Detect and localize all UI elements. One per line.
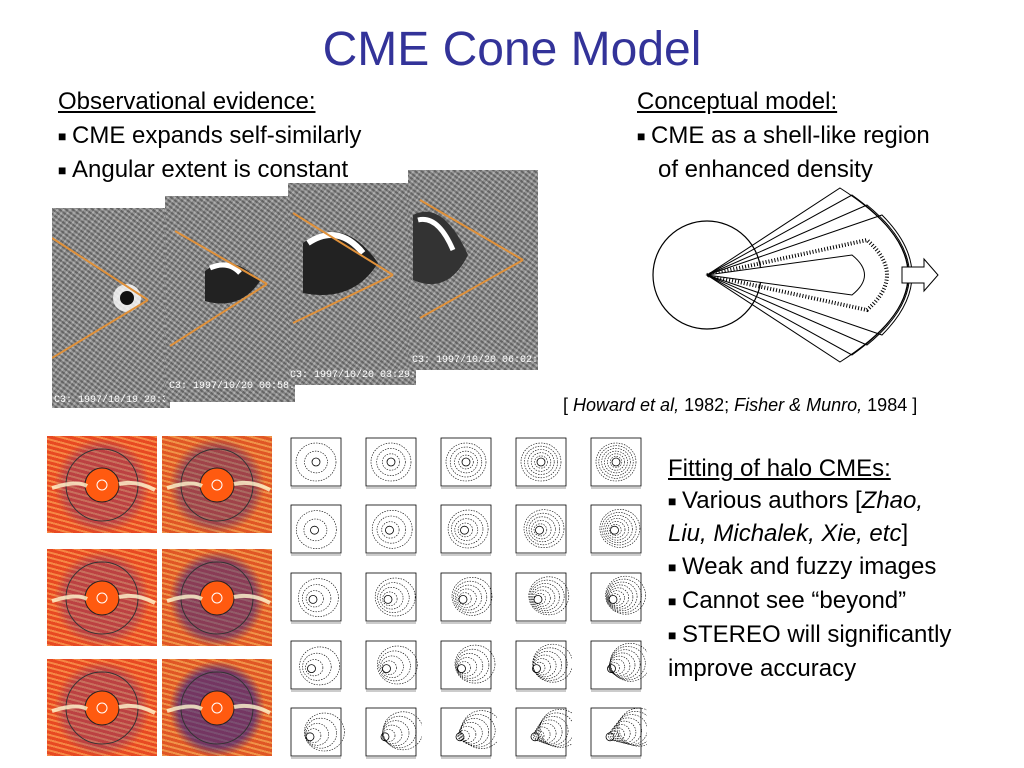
dense-shell: [706, 237, 889, 313]
bullet-text: Weak and fuzzy images: [682, 553, 937, 580]
bullet-text: ]: [901, 520, 909, 547]
cone-overlay: [292, 212, 394, 324]
halo-difference-image: [162, 651, 272, 756]
conceptual-heading: Conceptual model:: [637, 88, 838, 115]
cone-fit-contour-plot: [285, 633, 347, 695]
bullet-square-icon: ■: [668, 559, 677, 575]
cone-fit-contour-plot: [435, 633, 497, 695]
conceptual-bullet: ■ CME as a shell-like region: [637, 119, 930, 153]
halo-difference-image: [47, 541, 157, 646]
citation-author-1: Howard et al,: [573, 395, 680, 415]
cone-fit-contour-plot: [585, 430, 647, 492]
cone-fit-contour-plot: [360, 700, 422, 762]
citation-author-2: Fisher & Munro,: [734, 395, 863, 415]
cone-fit-contour-plot: [435, 430, 497, 492]
cone-fit-contour-plot: [510, 565, 572, 627]
halo-difference-image: [162, 541, 272, 646]
fitting-bullet-4: ■ STEREO will significantly: [668, 618, 951, 652]
bullet-text: Various authors [: [682, 487, 862, 514]
fitting-bullet-2: ■ Weak and fuzzy images: [668, 550, 936, 584]
fitting-bullet-3: ■ Cannot see “beyond”: [668, 584, 906, 618]
citation: [ Howard et al, 1982; Fisher & Munro, 19…: [563, 395, 917, 416]
halo-difference-image: [47, 651, 157, 756]
bullet-text-italic: Zhao,: [861, 487, 924, 514]
bullet-square-icon: ■: [668, 593, 677, 609]
cone-fit-contour-plot: [585, 565, 647, 627]
observational-bullet-2: ■ Angular extent is constant: [58, 153, 348, 187]
bullet-square-icon: ■: [668, 627, 677, 643]
cone-fit-contour-plot: [435, 565, 497, 627]
observational-bullet-1: ■ CME expands self-similarly: [58, 119, 361, 153]
bullet-square-icon: ■: [637, 128, 646, 144]
fitting-bullet-1-continuation: Liu, Michalek, Xie, etc]: [668, 517, 908, 551]
cone-fit-contour-plot: [510, 497, 572, 559]
lasco-frame-1: C3: 1997/10/19 20:32:12: [52, 208, 170, 408]
cone-fit-contour-plot: [360, 565, 422, 627]
fitting-heading: Fitting of halo CMEs:: [668, 455, 891, 482]
citation-year-1: 1982;: [679, 395, 735, 415]
bullet-square-icon: ■: [58, 162, 67, 178]
frame-timestamp: C3: 1997/10/20 03:29:58: [290, 370, 416, 381]
cone-overlay: [169, 230, 268, 347]
bullet-text: CME expands self-similarly: [72, 122, 362, 149]
direction-arrow-icon: [901, 257, 939, 293]
frame-timestamp: C3: 1997/10/19 20:32:12: [54, 395, 170, 406]
slide-title: CME Cone Model: [322, 23, 702, 76]
fitting-bullet-1: ■ Various authors [Zhao,: [668, 484, 923, 518]
citation-open: [: [563, 395, 574, 415]
cone-overlay: [52, 237, 149, 359]
cone-fit-contour-plot: [360, 633, 422, 695]
cone-fit-contour-plot: [360, 497, 422, 559]
bullet-text-italic: Liu, Michalek, Xie, etc: [668, 520, 902, 547]
halo-difference-image: [162, 428, 272, 533]
cone-fit-contour-plot: [360, 430, 422, 492]
frame-timestamp: C3: 1997/10/20 06:02:11: [412, 355, 538, 366]
bullet-text: CME as a shell-like region: [651, 122, 930, 149]
cone-fit-contour-plot: [510, 700, 572, 762]
cone-fit-contour-plot: [285, 565, 347, 627]
halo-difference-image: [47, 428, 157, 533]
bullet-square-icon: ■: [58, 128, 67, 144]
cone-fit-contour-plot: [585, 700, 647, 762]
cone-fit-contour-plot: [285, 700, 347, 762]
cone-fit-contour-plot: [435, 497, 497, 559]
cone-fit-contour-plot: [510, 430, 572, 492]
bullet-text: Angular extent is constant: [72, 156, 349, 183]
observational-heading: Observational evidence:: [58, 88, 316, 115]
cavity: [706, 254, 865, 296]
cone-fit-contour-plot: [510, 633, 572, 695]
cone-fit-contour-plot: [585, 497, 647, 559]
cone-overlay: [413, 199, 524, 319]
frame-timestamp: C3: 1997/10/20 00:58:12: [169, 381, 295, 392]
fitting-bullet-4-continuation: improve accuracy: [668, 655, 857, 682]
cone-fit-contour-plot: [435, 700, 497, 762]
cone-fit-contour-plot: [585, 633, 647, 695]
lasco-frame-3: C3: 1997/10/20 03:29:58: [288, 183, 416, 385]
lasco-frame-4: C3: 1997/10/20 06:02:11: [408, 170, 538, 370]
bullet-text: STEREO will significantly: [682, 621, 952, 648]
citation-year-2: 1984 ]: [862, 395, 918, 415]
conceptual-bullet-continuation: of enhanced density: [658, 156, 873, 183]
bullet-square-icon: ■: [668, 493, 677, 509]
cone-fit-contour-plot: [285, 497, 347, 559]
lasco-frame-2: C3: 1997/10/20 00:58:12: [165, 196, 295, 402]
cone-shell-diagram: [652, 187, 939, 363]
bullet-text: Cannot see “beyond”: [682, 587, 907, 614]
cone-fit-contour-plot: [285, 430, 347, 492]
